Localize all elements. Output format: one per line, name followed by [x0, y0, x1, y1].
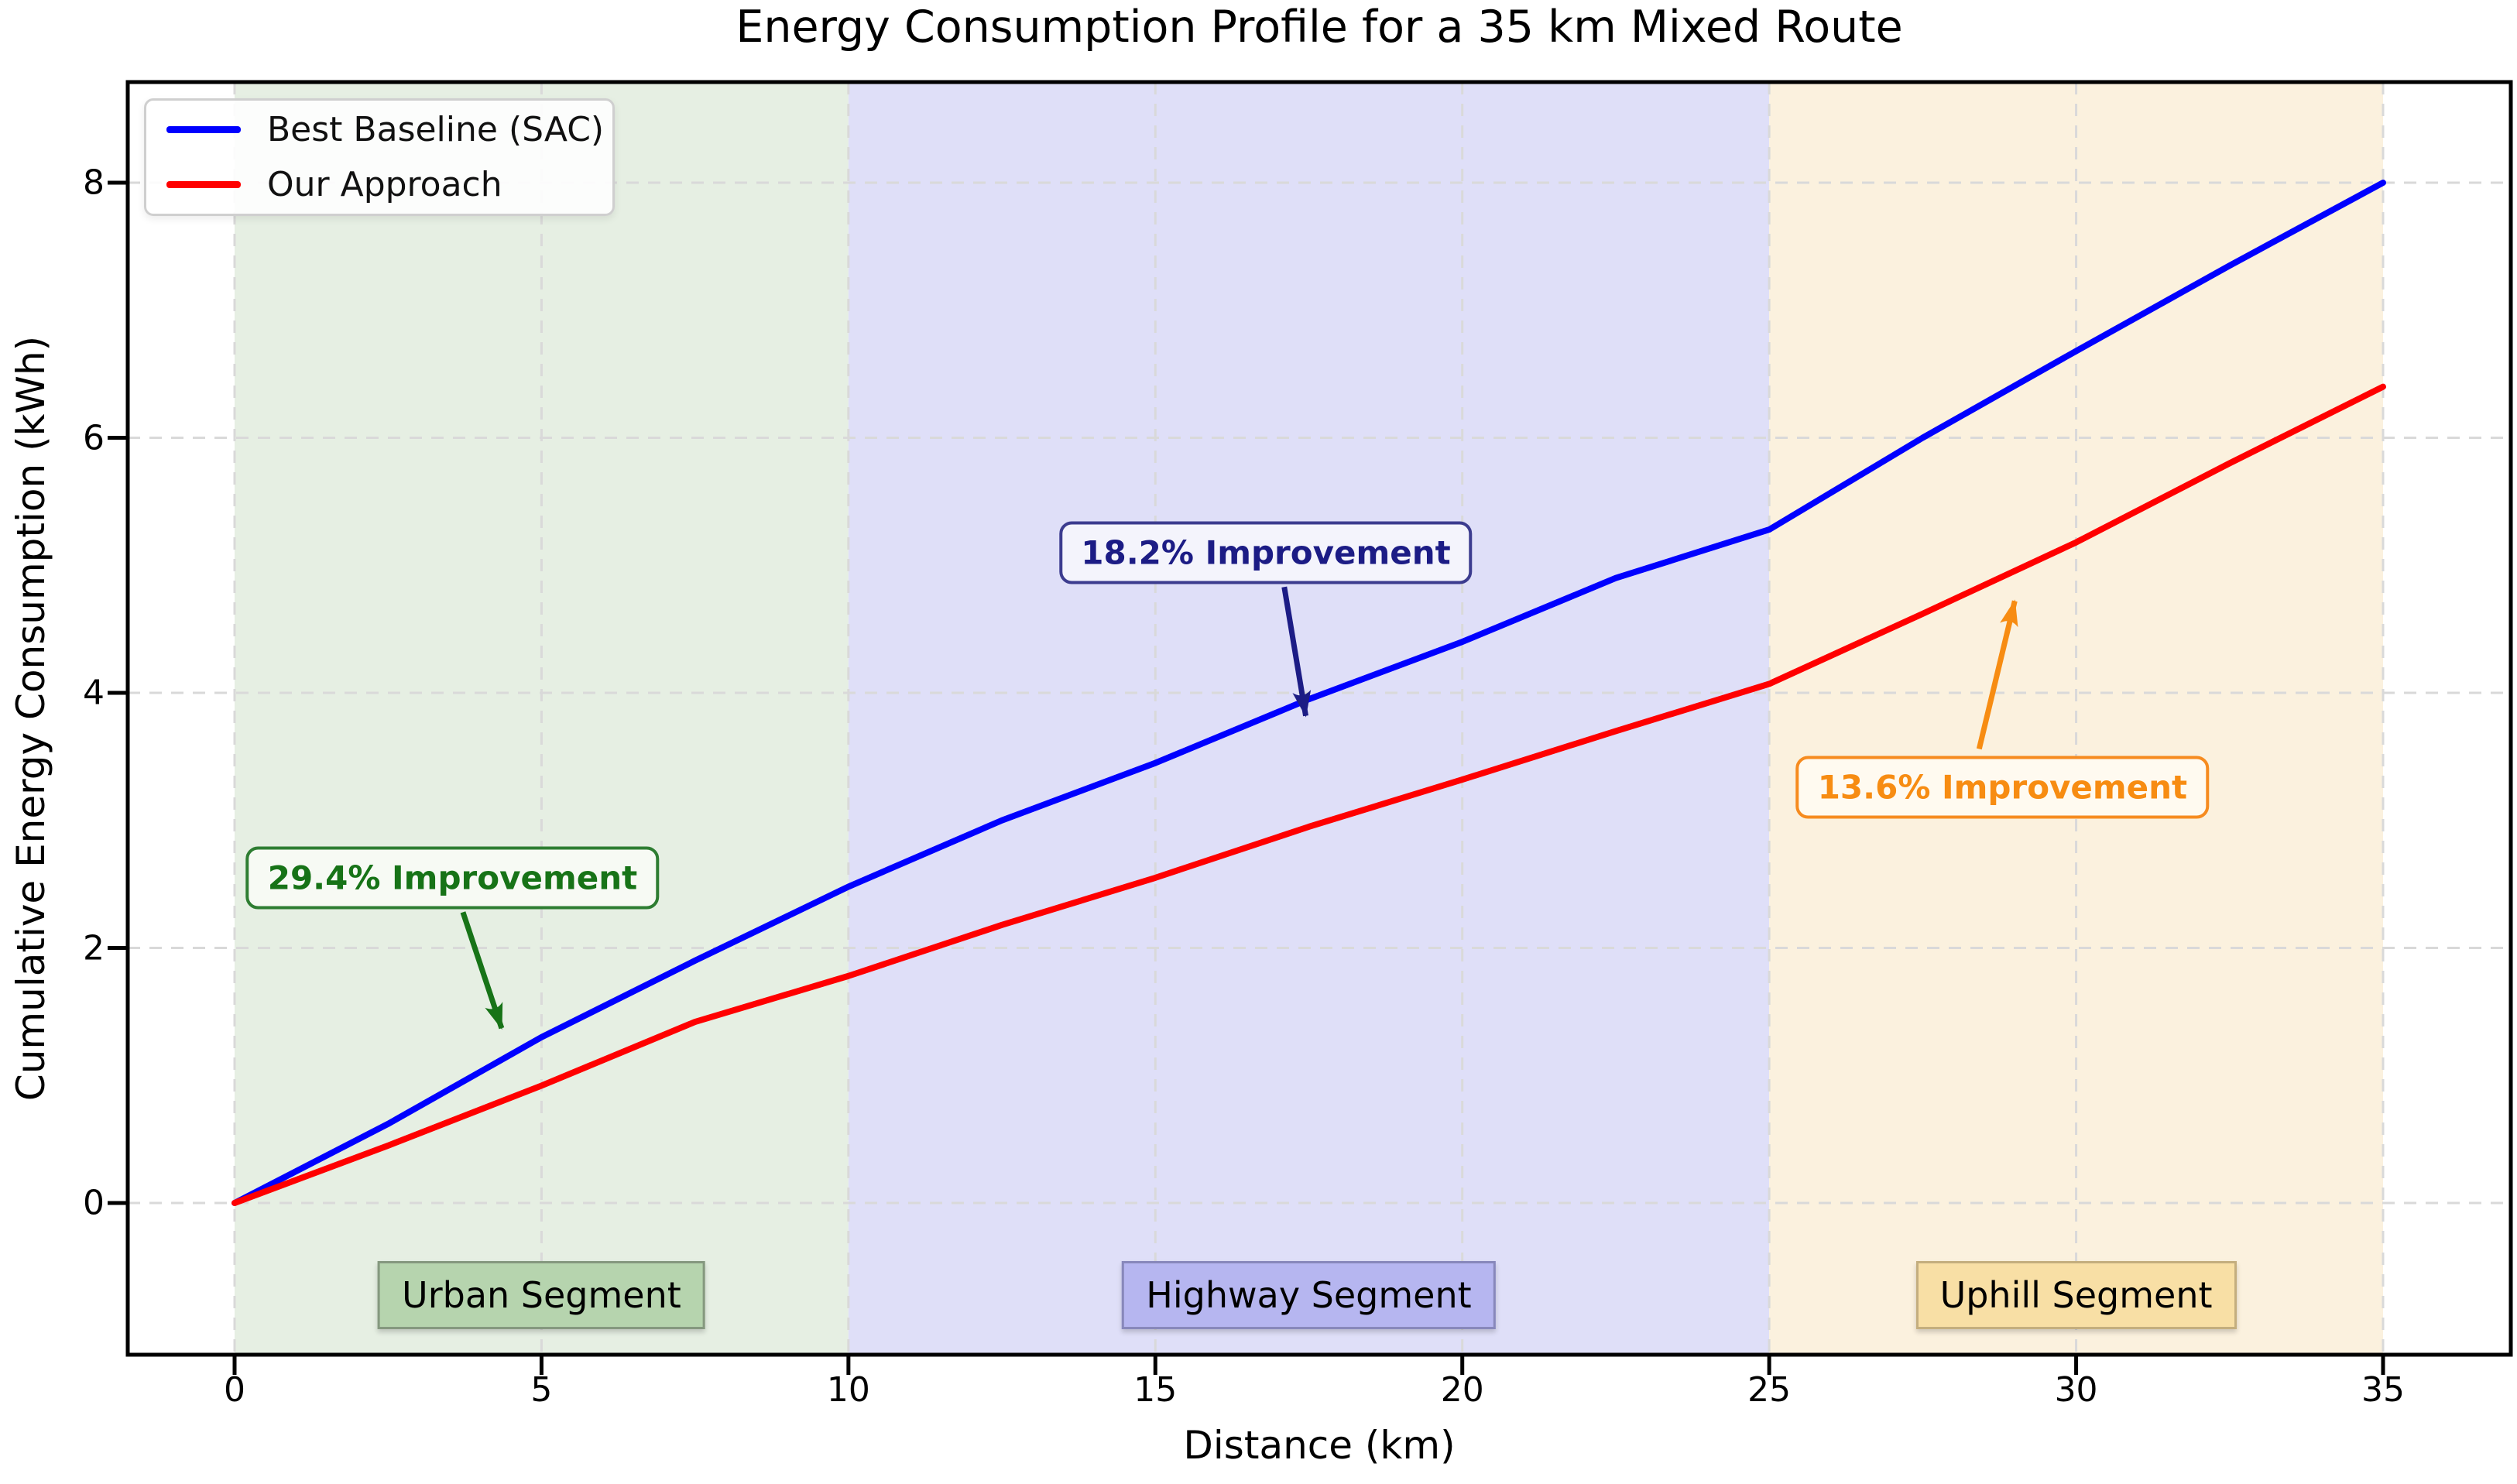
y-tick-label: 6 [83, 418, 105, 458]
chart-title: Energy Consumption Profile for a 35 km M… [736, 2, 1903, 53]
annotation-uphill-improvement: 13.6% Improvement [1795, 756, 2210, 819]
x-tick-label: 0 [224, 1370, 245, 1410]
annotation-urban-improvement: 29.4% Improvement [245, 846, 660, 910]
y-tick-label: 4 [83, 673, 105, 713]
x-tick-label: 15 [1133, 1370, 1178, 1410]
legend: Best Baseline (SAC) Our Approach [144, 98, 615, 216]
y-tick-label: 8 [83, 163, 105, 203]
legend-label-baseline: Best Baseline (SAC) [267, 110, 605, 149]
segment-label-uphill: Uphill Segment [1915, 1260, 2237, 1329]
x-tick-label: 25 [1747, 1370, 1792, 1410]
y-tick-label: 2 [83, 928, 105, 968]
x-tick-label: 5 [530, 1370, 553, 1410]
our-approach-line-swatch [166, 181, 241, 188]
legend-item-our-approach: Our Approach [166, 165, 612, 204]
x-tick-labels: 0 5 10 15 20 25 30 35 [0, 1370, 2517, 1417]
legend-item-baseline: Best Baseline (SAC) [166, 110, 612, 149]
segment-label-highway: Highway Segment [1122, 1260, 1496, 1329]
baseline-line-swatch [166, 126, 241, 133]
x-tick-label: 20 [1440, 1370, 1484, 1410]
y-tick-label: 0 [83, 1183, 105, 1223]
x-tick-label: 30 [2054, 1370, 2098, 1410]
x-tick-label: 10 [826, 1370, 870, 1410]
y-tick-labels: 0 2 4 6 8 [0, 0, 105, 1484]
x-axis-label: Distance (km) [1183, 1423, 1456, 1468]
x-tick-label: 35 [2361, 1370, 2405, 1410]
segment-label-urban: Urban Segment [378, 1260, 705, 1329]
legend-label-our-approach: Our Approach [267, 165, 502, 204]
annotation-highway-improvement: 18.2% Improvement [1059, 521, 1473, 584]
